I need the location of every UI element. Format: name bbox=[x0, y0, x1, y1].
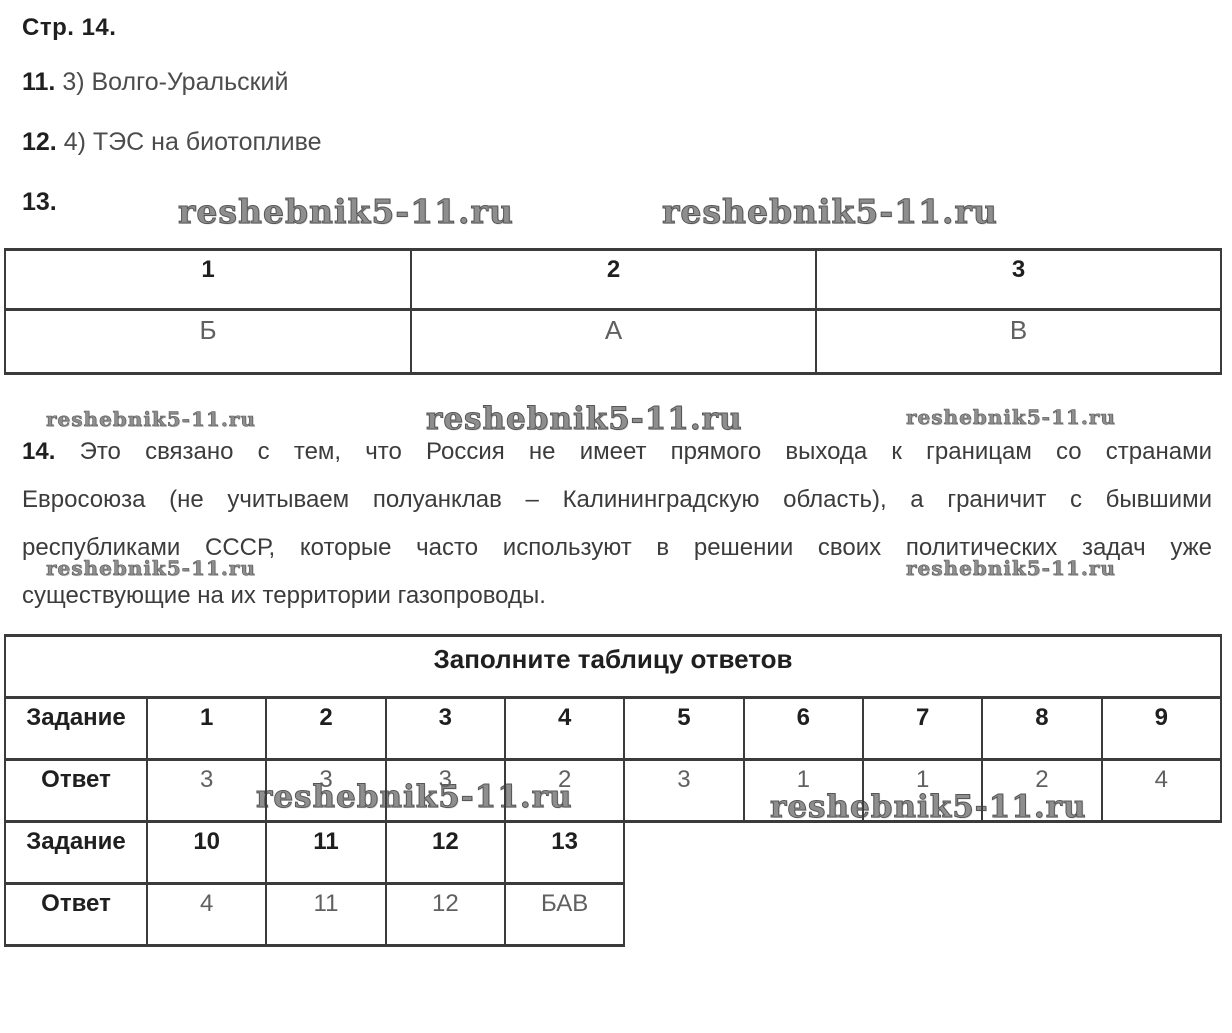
item-number: 14. bbox=[22, 438, 56, 465]
watermark: reshebnik5-11.ru bbox=[906, 405, 1116, 430]
answer-cell: 3 bbox=[384, 758, 506, 823]
task-number-cell: 11 bbox=[265, 820, 387, 885]
task-number-cell: 10 bbox=[145, 820, 268, 885]
task-number-cell: 5 bbox=[623, 696, 745, 761]
table-title-row: Заполните таблицу ответов bbox=[4, 634, 1222, 699]
task-number-cell: 9 bbox=[1100, 696, 1223, 761]
answer-row: Ответ 3 3 3 2 3 1 1 2 4 bbox=[4, 758, 1223, 823]
answer-cell: 12 bbox=[384, 882, 506, 947]
item-number: 13. bbox=[22, 188, 57, 216]
empty-cell bbox=[1102, 822, 1221, 884]
task-number-cell: 1 bbox=[145, 696, 268, 761]
answer-cell: 3 bbox=[145, 758, 268, 823]
page-heading: Стр. 14. bbox=[22, 14, 117, 41]
paragraph-line: 14. Это связано с тем, что Россия не име… bbox=[22, 437, 1212, 485]
answer-cell: 11 bbox=[265, 882, 387, 947]
answer-row: Ответ 4 11 12 БАВ bbox=[4, 882, 1221, 947]
table-row: 1 2 3 bbox=[3, 248, 1222, 311]
watermark: reshebnik5-11.ru bbox=[178, 192, 514, 232]
answer-cell: 1 bbox=[861, 758, 984, 823]
answer-item-11: 11. 3) Волго-Уральский bbox=[22, 68, 288, 97]
watermark: reshebnik5-11.ru bbox=[46, 407, 256, 432]
task-row-label: Задание bbox=[4, 820, 148, 885]
answers-summary-table: Заполните таблицу ответов Задание 1 2 3 … bbox=[4, 634, 1223, 947]
answer-item-12: 12. 4) ТЭС на биотопливе bbox=[22, 128, 322, 157]
answer-cell: 3 bbox=[623, 758, 745, 823]
task-number-cell: 3 bbox=[384, 696, 506, 761]
task-number-cell: 2 bbox=[265, 696, 387, 761]
item-number: 11. bbox=[22, 68, 56, 96]
answer-cell: 2 bbox=[503, 758, 626, 823]
task-number-cell: 13 bbox=[503, 820, 626, 885]
answer-cell: 1 bbox=[742, 758, 864, 823]
match-header-cell: 3 bbox=[815, 248, 1222, 311]
task-number-cell: 4 bbox=[503, 696, 626, 761]
answer-cell: 3 bbox=[265, 758, 387, 823]
paragraph-line: Евросоюза (не учитываем полуанклав – Кал… bbox=[22, 486, 1212, 513]
task-header-row: Задание 1 2 3 4 5 6 7 8 9 bbox=[4, 696, 1223, 761]
answer-cell: 4 bbox=[1100, 758, 1223, 823]
paragraph-text: Это связано с тем, что Россия не имеет п… bbox=[79, 438, 1212, 465]
item-number: 12. bbox=[22, 128, 57, 156]
match-answer-cell: В bbox=[815, 308, 1222, 375]
empty-cell bbox=[982, 884, 1101, 946]
empty-cell bbox=[863, 822, 982, 884]
answer-item-14: 14. Это связано с тем, что Россия не име… bbox=[22, 437, 1212, 629]
watermark: reshebnik5-11.ru bbox=[662, 192, 998, 232]
table-row: Б А В bbox=[3, 308, 1222, 375]
watermark: reshebnik5-11.ru bbox=[425, 401, 743, 438]
empty-cell bbox=[982, 822, 1101, 884]
answer-cell: БАВ bbox=[503, 882, 626, 947]
task-row-label: Задание bbox=[4, 696, 148, 761]
answer-row-label: Ответ bbox=[4, 882, 148, 947]
answer-item-13: 13. bbox=[22, 188, 57, 217]
task-number-cell: 6 bbox=[742, 696, 864, 761]
task-number-cell: 12 bbox=[384, 820, 506, 885]
empty-cell bbox=[1102, 884, 1221, 946]
empty-cell bbox=[863, 884, 982, 946]
match-header-cell: 2 bbox=[410, 248, 818, 311]
task13-match-table: 1 2 3 Б А В bbox=[3, 248, 1222, 375]
answer-cell: 4 bbox=[145, 882, 268, 947]
empty-cell bbox=[624, 884, 743, 946]
match-answer-cell: Б bbox=[3, 308, 413, 375]
empty-cell bbox=[744, 822, 863, 884]
task-number-cell: 8 bbox=[981, 696, 1103, 761]
item-text: 4) ТЭС на биотопливе bbox=[63, 128, 322, 156]
answers-table-title: Заполните таблицу ответов bbox=[4, 634, 1222, 699]
match-header-cell: 1 bbox=[3, 248, 413, 311]
empty-cell bbox=[744, 884, 863, 946]
answer-cell: 2 bbox=[981, 758, 1103, 823]
paragraph-line: существующие на их территории газопровод… bbox=[22, 582, 546, 609]
task-number-cell: 7 bbox=[861, 696, 984, 761]
paragraph-line: республиками СССР, которые часто использ… bbox=[22, 534, 1212, 561]
item-text: 3) Волго-Уральский bbox=[62, 68, 289, 96]
answer-row-label: Ответ bbox=[4, 758, 148, 823]
match-answer-cell: А bbox=[410, 308, 818, 375]
task-header-row: Задание 10 11 12 13 bbox=[4, 820, 1221, 885]
empty-cell bbox=[624, 822, 743, 884]
